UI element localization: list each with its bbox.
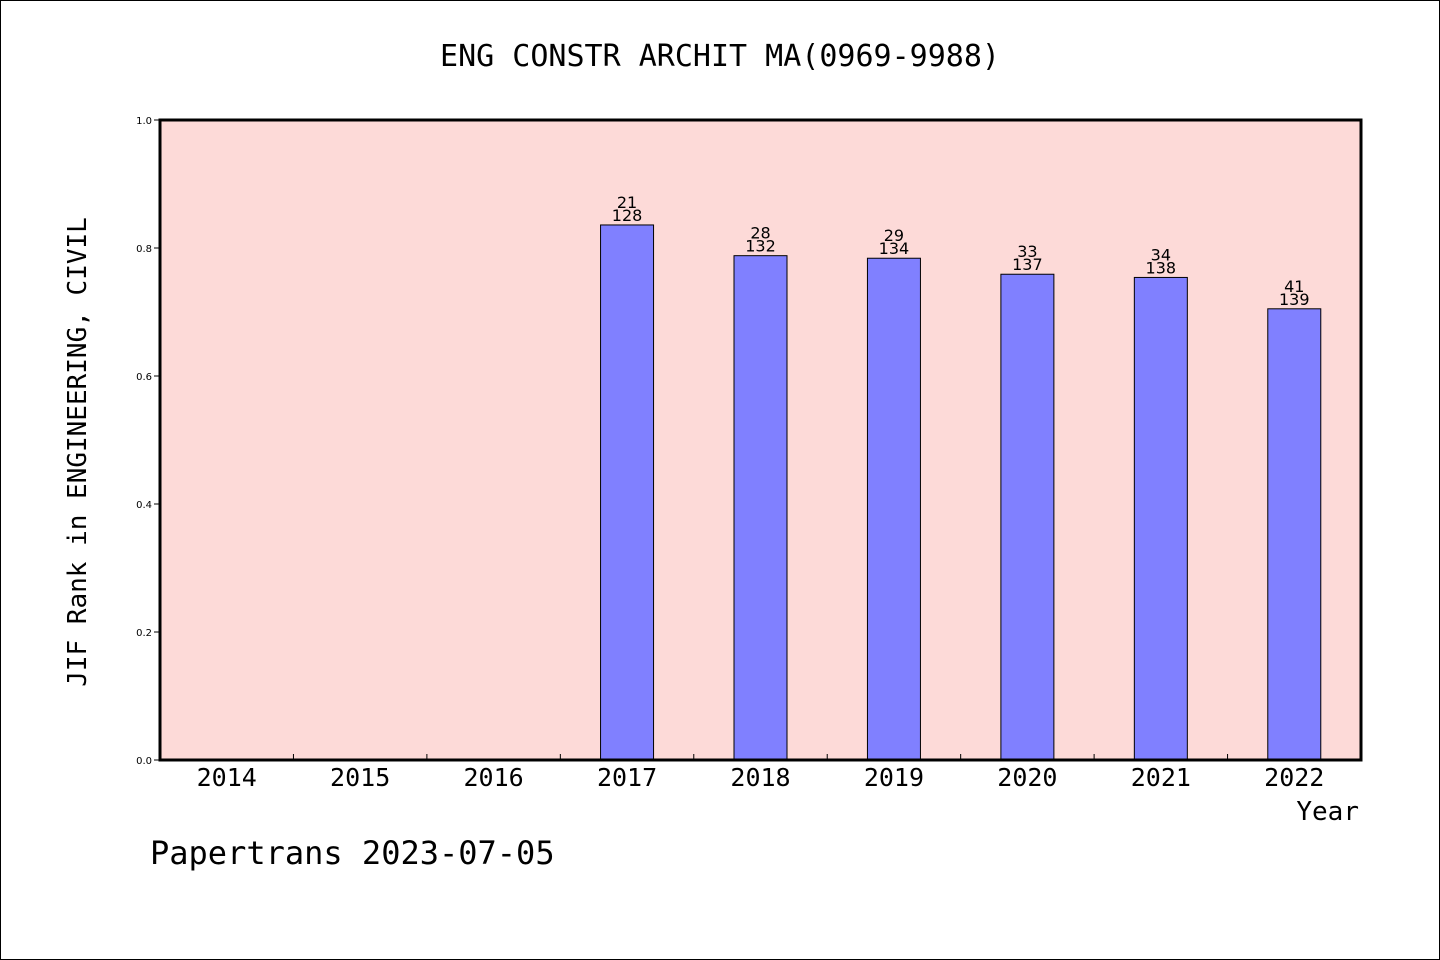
- bar-total-label: 139: [1279, 290, 1310, 309]
- y-tick-label: 0.0: [136, 756, 152, 767]
- bar-rank-label: 34: [1151, 245, 1171, 264]
- x-tick-label: 2016: [464, 763, 524, 792]
- y-tick-label: 1.0: [136, 116, 152, 127]
- y-tick-label: 0.6: [136, 372, 152, 383]
- bar-rank-label: 41: [1284, 277, 1304, 296]
- bar: [1000, 273, 1055, 761]
- chart-title: ENG CONSTR ARCHIT MA(0969-9988): [440, 39, 1000, 74]
- x-tick-label: 2022: [1264, 763, 1324, 792]
- y-tick-label: 0.8: [136, 244, 152, 255]
- bar-total-label: 132: [745, 237, 776, 256]
- bar-total-label: 134: [879, 239, 910, 258]
- bar: [1267, 308, 1322, 761]
- x-tick-label: 2019: [864, 763, 924, 792]
- bar-total-label: 128: [612, 206, 643, 225]
- bar-rank-label: 28: [750, 224, 770, 243]
- x-axis-label: Year: [1296, 797, 1359, 827]
- y-tick-label: 0.4: [136, 500, 152, 511]
- bar-total-label: 137: [1012, 255, 1043, 274]
- x-tick-label: 2017: [597, 763, 657, 792]
- footer-credit: Papertrans 2023-07-05: [150, 834, 555, 872]
- x-tick-label: 2021: [1131, 763, 1191, 792]
- x-tick-label: 2018: [730, 763, 790, 792]
- bar-rank-label: 29: [884, 226, 904, 245]
- bar-rank-label: 21: [617, 193, 637, 212]
- bar: [1133, 276, 1188, 761]
- bar-total-label: 138: [1146, 258, 1177, 277]
- bar-rank-label: 33: [1017, 242, 1037, 261]
- y-tick-label: 0.2: [136, 628, 152, 639]
- x-tick-label: 2014: [197, 763, 257, 792]
- bar: [600, 224, 655, 761]
- x-tick-label: 2015: [330, 763, 390, 792]
- plot-border: [158, 118, 1363, 762]
- bar: [733, 255, 788, 761]
- x-tick-label: 2020: [997, 763, 1057, 792]
- y-axis-label: JIF Rank in ENGINEERING, CIVIL: [63, 217, 93, 687]
- bar: [866, 257, 921, 761]
